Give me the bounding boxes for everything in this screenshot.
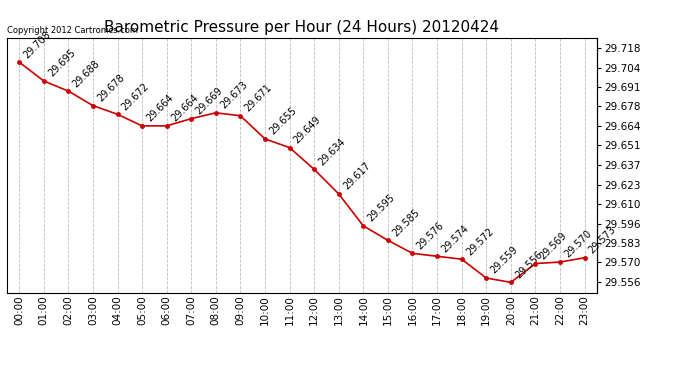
Text: 29.634: 29.634 [317, 136, 348, 167]
Text: 29.688: 29.688 [71, 58, 101, 89]
Text: 29.572: 29.572 [464, 226, 495, 257]
Text: 29.695: 29.695 [46, 48, 77, 79]
Text: 29.655: 29.655 [268, 106, 299, 137]
Text: 29.595: 29.595 [366, 193, 397, 224]
Text: 29.556: 29.556 [513, 249, 544, 280]
Text: 29.573: 29.573 [587, 225, 618, 255]
Text: 29.672: 29.672 [120, 81, 151, 112]
Text: 29.559: 29.559 [489, 245, 520, 276]
Text: 29.617: 29.617 [341, 161, 372, 192]
Title: Barometric Pressure per Hour (24 Hours) 20120424: Barometric Pressure per Hour (24 Hours) … [104, 20, 500, 35]
Text: 29.569: 29.569 [538, 230, 569, 261]
Text: 29.664: 29.664 [145, 93, 175, 124]
Text: 29.576: 29.576 [415, 220, 446, 251]
Text: 29.678: 29.678 [95, 72, 126, 104]
Text: 29.664: 29.664 [169, 93, 200, 124]
Text: 29.570: 29.570 [562, 229, 593, 260]
Text: 29.585: 29.585 [391, 207, 422, 238]
Text: 29.708: 29.708 [21, 29, 52, 60]
Text: 29.673: 29.673 [218, 80, 249, 111]
Text: 29.574: 29.574 [440, 223, 471, 254]
Text: 29.649: 29.649 [292, 114, 323, 146]
Text: 29.669: 29.669 [194, 86, 225, 117]
Text: Copyright 2012 Cartronics.com: Copyright 2012 Cartronics.com [7, 26, 138, 35]
Text: 29.671: 29.671 [243, 82, 274, 114]
